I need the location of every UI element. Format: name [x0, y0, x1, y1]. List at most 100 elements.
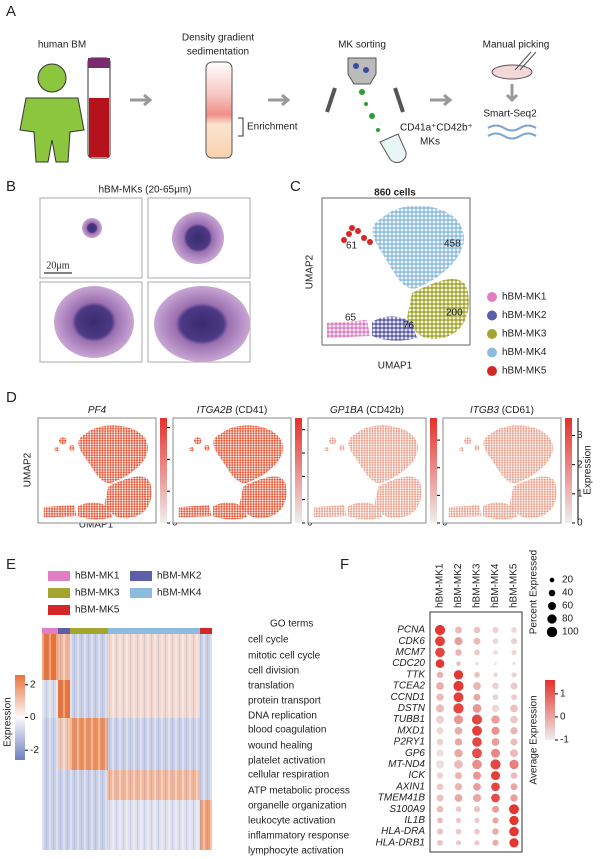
- dot: [455, 817, 462, 824]
- legend-swatch: [130, 588, 152, 598]
- dot: [511, 672, 517, 678]
- axis-label: UMAP2: [23, 452, 34, 487]
- column-label: hBM-MK4: [490, 563, 501, 608]
- go-term: cellular respiration: [248, 770, 329, 781]
- dot: [435, 636, 445, 647]
- dot: [493, 672, 498, 678]
- dot: [491, 704, 500, 713]
- dot: [510, 682, 518, 690]
- dot: [509, 838, 519, 848]
- dot: [436, 828, 444, 835]
- dot: [509, 749, 519, 758]
- panel-labels: A B C D E F: [6, 3, 349, 573]
- dot: [435, 659, 445, 668]
- dot: [494, 662, 497, 666]
- dot: [510, 772, 518, 779]
- go-term: translation: [248, 681, 294, 692]
- legend-swatch: [48, 605, 70, 615]
- legend-swatch: [130, 571, 152, 581]
- legend-label: hBM-MK5: [502, 366, 547, 377]
- legend-label: hBM-MK4: [502, 347, 547, 358]
- column-label: hBM-MK5: [509, 563, 520, 608]
- dot: [454, 783, 463, 791]
- go-term: cell cycle: [248, 635, 289, 646]
- dot: [473, 806, 481, 813]
- dot: [474, 671, 480, 678]
- feature-title: ITGA2B (CD41): [197, 405, 268, 416]
- cluster-count: 200: [446, 308, 463, 319]
- size-legend-dot: [548, 589, 556, 597]
- dot: [474, 817, 480, 824]
- colorbar: [160, 418, 167, 523]
- dot: [509, 815, 519, 826]
- panel-label: C: [290, 178, 301, 195]
- step-label: MK sorting: [338, 40, 386, 51]
- panel-label: F: [340, 556, 349, 573]
- feature-title: GP1BA (CD42b): [330, 405, 404, 416]
- panel-label: A: [6, 3, 16, 20]
- legend-label: hBM-MK2: [502, 310, 547, 321]
- go-term: cell division: [248, 666, 299, 677]
- scale-bar-label: 20μm: [46, 260, 69, 271]
- dot: [510, 783, 518, 791]
- column-label: hBM-MK1: [435, 563, 446, 608]
- go-term: DNA replication: [248, 711, 317, 722]
- dot: [454, 726, 463, 735]
- size-legend-label: 100: [562, 627, 579, 638]
- dot: [510, 704, 518, 713]
- dot: [436, 671, 444, 679]
- gene-label: AXIN1: [395, 781, 425, 792]
- go-term: organelle organization: [248, 801, 346, 812]
- dot: [454, 794, 463, 802]
- dot: [492, 817, 499, 824]
- dot: [491, 782, 500, 792]
- dot: [453, 703, 464, 714]
- legend-title: Percent Expressed: [529, 550, 540, 635]
- panel-label: B: [6, 178, 16, 195]
- step-label: Enrichment: [247, 122, 298, 133]
- dot: [512, 661, 516, 666]
- gene-label: HLA-DRB1: [376, 837, 425, 848]
- gene-label: TTK: [406, 669, 426, 680]
- size-legend-dot: [546, 626, 558, 638]
- cluster-count: 65: [345, 313, 357, 324]
- colorbar: [545, 680, 555, 740]
- go-term: lymphocyte activation: [248, 846, 344, 857]
- dot: [491, 715, 500, 724]
- dot: [492, 828, 499, 835]
- dot: [474, 840, 480, 846]
- colorbar-tick-label: -2: [30, 745, 39, 756]
- dot: [455, 626, 462, 634]
- umap: 860 cells 61 458 65 76 200 UMAP1 UMAP2: [305, 188, 471, 372]
- legend-swatch: [48, 571, 70, 581]
- panel-label: D: [6, 389, 17, 406]
- gene-label: CDK6: [398, 636, 425, 647]
- go-term: mitotic cell cycle: [248, 651, 321, 662]
- step-label: Manual picking: [483, 40, 550, 51]
- micrographs: hBM-MKs (20-65μm) 20μm: [39, 185, 251, 363]
- gene-label: IL1B: [404, 815, 425, 826]
- colorbar-tick-label: 3: [577, 430, 583, 441]
- workflow: human BM Density gradient sedimentation …: [19, 33, 550, 163]
- dot: [475, 661, 479, 666]
- gene-label: ICK: [408, 770, 426, 781]
- dot: [453, 692, 464, 703]
- dot: [455, 649, 462, 656]
- colorbar: [430, 418, 437, 523]
- legend-label: hBM-MK5: [75, 605, 120, 616]
- dot: [436, 794, 444, 802]
- panel-label: E: [6, 556, 16, 573]
- step-label: human BM: [38, 40, 86, 51]
- umap-points: [327, 205, 469, 341]
- protein-name: (CD41): [235, 405, 267, 416]
- cluster-count: 76: [403, 321, 415, 332]
- gene-name: ITGB3: [470, 405, 499, 416]
- colorbar: [565, 418, 572, 523]
- go-term: leukocyte activation: [248, 816, 335, 827]
- colorbar-tick-label: 2: [30, 679, 36, 690]
- axis-label: UMAP2: [305, 254, 316, 289]
- panel-title: hBM-MKs (20-65μm): [99, 185, 192, 196]
- gene-label: HLA-DRA: [381, 826, 425, 837]
- legend-label: hBM-MK3: [75, 588, 120, 599]
